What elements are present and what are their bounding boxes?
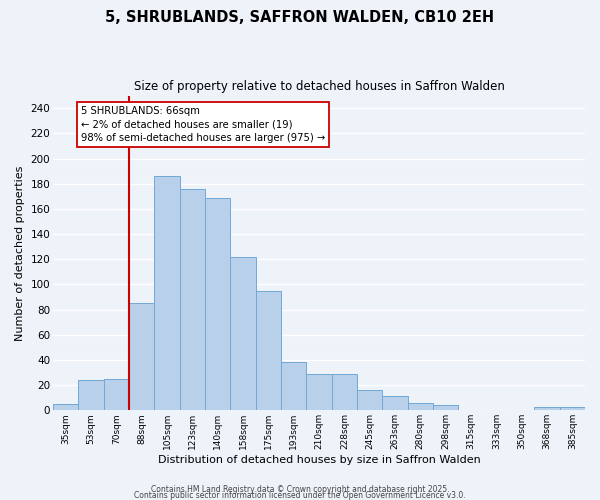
- Bar: [104, 379, 129, 410]
- Bar: [256, 290, 281, 410]
- X-axis label: Distribution of detached houses by size in Saffron Walden: Distribution of detached houses by size …: [158, 455, 481, 465]
- Bar: [53, 404, 79, 410]
- Bar: [230, 256, 256, 410]
- Bar: [180, 188, 205, 410]
- Bar: [332, 374, 357, 410]
- Y-axis label: Number of detached properties: Number of detached properties: [15, 165, 25, 340]
- Text: Contains public sector information licensed under the Open Government Licence v3: Contains public sector information licen…: [134, 490, 466, 500]
- Bar: [205, 198, 230, 410]
- Bar: [154, 176, 180, 410]
- Text: 5 SHRUBLANDS: 66sqm
← 2% of detached houses are smaller (19)
98% of semi-detache: 5 SHRUBLANDS: 66sqm ← 2% of detached hou…: [81, 106, 325, 143]
- Bar: [433, 406, 458, 410]
- Bar: [535, 406, 560, 410]
- Bar: [407, 402, 433, 410]
- Bar: [382, 396, 407, 410]
- Bar: [129, 304, 154, 410]
- Bar: [357, 390, 382, 410]
- Title: Size of property relative to detached houses in Saffron Walden: Size of property relative to detached ho…: [134, 80, 505, 93]
- Text: Contains HM Land Registry data © Crown copyright and database right 2025.: Contains HM Land Registry data © Crown c…: [151, 484, 449, 494]
- Text: 5, SHRUBLANDS, SAFFRON WALDEN, CB10 2EH: 5, SHRUBLANDS, SAFFRON WALDEN, CB10 2EH: [106, 10, 494, 25]
- Bar: [307, 374, 332, 410]
- Bar: [560, 406, 585, 410]
- Bar: [281, 362, 307, 410]
- Bar: [79, 380, 104, 410]
